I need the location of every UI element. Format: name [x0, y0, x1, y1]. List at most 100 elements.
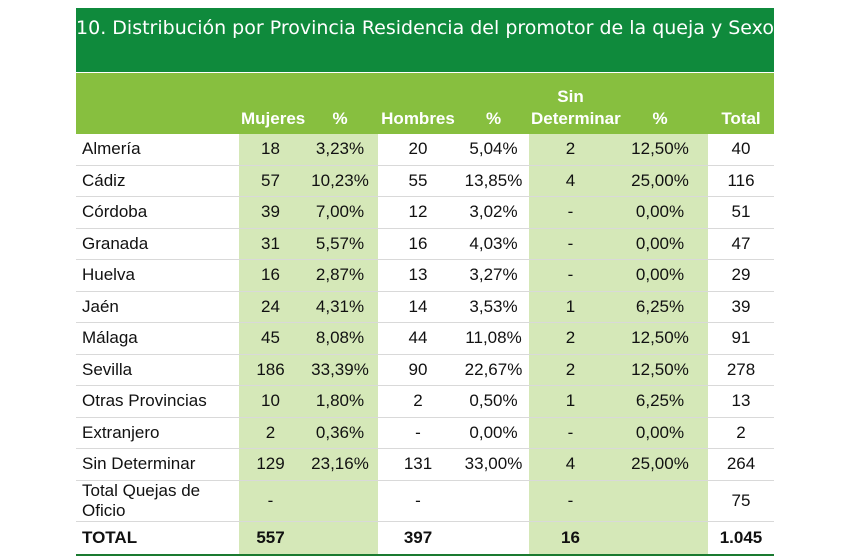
cell-hombres-pct: 5,04%: [458, 134, 529, 166]
total-sin-determinar: 16: [529, 520, 612, 556]
cell-mujeres: 31: [239, 228, 302, 260]
cell-mujeres: -: [239, 480, 302, 522]
cell-mujeres-pct: [302, 480, 378, 522]
cell-province: Cádiz: [76, 165, 239, 197]
cell-total: 51: [708, 196, 774, 229]
cell-total: 278: [708, 354, 774, 386]
cell-sin-determinar-pct: 12,50%: [612, 134, 708, 166]
cell-province: Málaga: [76, 322, 239, 355]
cell-sin-determinar: -: [529, 196, 612, 229]
total-total: 1.045: [708, 520, 774, 556]
cell-sin-determinar: 2: [529, 354, 612, 386]
cell-mujeres: 18: [239, 134, 302, 166]
cell-sin-determinar: -: [529, 417, 612, 449]
cell-mujeres-pct: 23,16%: [302, 448, 378, 481]
table-title: 10. Distribución por Provincia Residenci…: [76, 8, 774, 72]
cell-province: Total Quejas de Oficio: [76, 480, 239, 522]
cell-mujeres-pct: 33,39%: [302, 354, 378, 386]
table-row: Huelva 16 2,87% 13 3,27% -0,00% 29: [76, 259, 774, 292]
cell-mujeres: 129: [239, 448, 302, 481]
table-row: Córdoba 39 7,00% 12 3,02% -0,00% 51: [76, 196, 774, 229]
table-row: Extranjero 2 0,36% -0,00% -0,00% 2: [76, 417, 774, 449]
header-hombres-pct: %: [458, 73, 529, 134]
table-row: Sevilla 186 33,39% 90 22,67% 2 12,50% 278: [76, 354, 774, 386]
total-mujeres: 557: [239, 520, 302, 556]
cell-sin-determinar-pct: 12,50%: [612, 322, 708, 355]
total-row: TOTAL 557 397 16 1.045: [76, 520, 774, 556]
table-row: Cádiz 57 10,23% 55 13,85% 4 25,00% 116: [76, 165, 774, 197]
header-row: Mujeres % Hombres % Sin Determinar % Tot…: [76, 73, 774, 134]
cell-sin-determinar-pct: 0,00%: [612, 196, 708, 229]
cell-sin-determinar: 1: [529, 291, 612, 323]
cell-hombres-pct: 4,03%: [458, 228, 529, 260]
table-row: Sin Determinar 129 23,16% 131 33,00% 4 25,00% 2…: [76, 448, 774, 481]
cell-hombres: 14: [378, 291, 458, 323]
cell-total: 47: [708, 228, 774, 260]
header-mujeres: Mujeres: [239, 73, 305, 134]
cell-hombres-pct: 0,50%: [458, 385, 529, 418]
cell-mujeres-pct: 10,23%: [302, 165, 378, 197]
table-row: Jaén 24 4,31% 14 3,53% 1 6,25% 39: [76, 291, 774, 323]
cell-mujeres: 24: [239, 291, 302, 323]
cell-mujeres: 10: [239, 385, 302, 418]
cell-hombres-pct: 0,00%: [458, 417, 529, 449]
cell-province: Córdoba: [76, 196, 239, 229]
total-sin-determinar-pct: [612, 520, 708, 556]
cell-hombres: 16: [378, 228, 458, 260]
cell-total: 29: [708, 259, 774, 292]
total-province: TOTAL: [76, 520, 239, 556]
cell-sin-determinar-pct: 0,00%: [612, 228, 708, 260]
distribution-table: Mujeres % Hombres % Sin Determinar % Tot…: [76, 73, 774, 556]
cell-province: Jaén: [76, 291, 239, 323]
cell-mujeres: 57: [239, 165, 302, 197]
cell-total: 75: [708, 480, 774, 522]
cell-sin-determinar-pct: 6,25%: [612, 385, 708, 418]
cell-hombres: 55: [378, 165, 458, 197]
header-province: [76, 73, 239, 134]
cell-hombres-pct: 3,27%: [458, 259, 529, 292]
cell-hombres: 13: [378, 259, 458, 292]
header-total: Total: [708, 73, 774, 134]
cell-total: 39: [708, 291, 774, 323]
cell-mujeres-pct: 1,80%: [302, 385, 378, 418]
cell-province: Huelva: [76, 259, 239, 292]
cell-hombres-pct: 22,67%: [458, 354, 529, 386]
header-sin-determinar: Sin Determinar: [529, 73, 621, 134]
cell-mujeres: 45: [239, 322, 302, 355]
cell-hombres: 20: [378, 134, 458, 166]
cell-sin-determinar-pct: 25,00%: [612, 448, 708, 481]
cell-province: Otras Provincias: [76, 385, 239, 418]
cell-hombres: -: [378, 480, 458, 522]
cell-province: Sin Determinar: [76, 448, 239, 481]
cell-province: Sevilla: [76, 354, 239, 386]
cell-sin-determinar: 1: [529, 385, 612, 418]
cell-hombres-pct: 33,00%: [458, 448, 529, 481]
cell-hombres-pct: 3,02%: [458, 196, 529, 229]
cell-hombres: 90: [378, 354, 458, 386]
cell-sin-determinar: 2: [529, 134, 612, 166]
table-row: Otras Provincias 10 1,80% 2 0,50% 1 6,25% 13: [76, 385, 774, 418]
cell-hombres-pct: 13,85%: [458, 165, 529, 197]
cell-hombres: -: [378, 417, 458, 449]
cell-total: 2: [708, 417, 774, 449]
cell-sin-determinar-pct: 25,00%: [612, 165, 708, 197]
cell-hombres: 131: [378, 448, 458, 481]
table-row: Málaga 45 8,08% 44 11,08% 2 12,50% 91: [76, 322, 774, 355]
cell-mujeres: 186: [239, 354, 302, 386]
cell-mujeres-pct: 8,08%: [302, 322, 378, 355]
cell-sin-determinar-pct: 0,00%: [612, 259, 708, 292]
total-mujeres-pct: [302, 520, 378, 556]
cell-mujeres: 2: [239, 417, 302, 449]
cell-total: 40: [708, 134, 774, 166]
cell-sin-determinar: 4: [529, 165, 612, 197]
cell-mujeres-pct: 4,31%: [302, 291, 378, 323]
cell-sin-determinar-pct: 0,00%: [612, 417, 708, 449]
cell-sin-determinar-pct: 6,25%: [612, 291, 708, 323]
cell-hombres: 44: [378, 322, 458, 355]
cell-mujeres-pct: 5,57%: [302, 228, 378, 260]
cell-province: Extranjero: [76, 417, 239, 449]
cell-mujeres-pct: 0,36%: [302, 417, 378, 449]
cell-mujeres-pct: 2,87%: [302, 259, 378, 292]
cell-hombres-pct: [458, 480, 529, 522]
cell-total: 91: [708, 322, 774, 355]
